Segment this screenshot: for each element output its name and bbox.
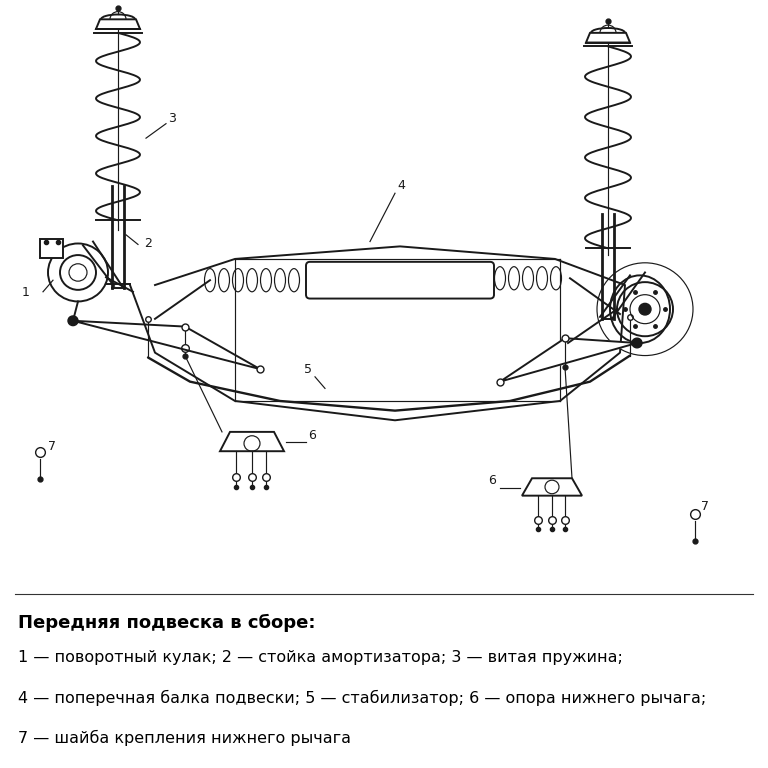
Text: 3: 3	[168, 111, 176, 124]
Text: 6: 6	[308, 429, 316, 442]
Text: 1 — поворотный кулак; 2 — стойка амортизатора; 3 — витая пружина;: 1 — поворотный кулак; 2 — стойка амортиз…	[18, 650, 623, 665]
Text: Передняя подвеска в сборе:: Передняя подвеска в сборе:	[18, 614, 316, 632]
Text: 7 — шайба крепления нижнего рычага: 7 — шайба крепления нижнего рычага	[18, 730, 351, 746]
Circle shape	[632, 338, 642, 348]
Polygon shape	[522, 478, 582, 495]
FancyBboxPatch shape	[306, 262, 494, 299]
Polygon shape	[586, 33, 630, 42]
Polygon shape	[130, 247, 625, 420]
Text: 2: 2	[144, 237, 152, 250]
Text: 5: 5	[304, 363, 312, 376]
Text: 7: 7	[701, 500, 709, 513]
Polygon shape	[73, 321, 260, 369]
Polygon shape	[96, 19, 140, 29]
Circle shape	[68, 316, 78, 326]
Circle shape	[639, 303, 651, 315]
Text: 1: 1	[22, 286, 30, 299]
Polygon shape	[40, 239, 63, 258]
Text: 7: 7	[48, 440, 56, 453]
Text: 4: 4	[397, 180, 405, 192]
Text: 4 — поперечная балка подвески; 5 — стабилизатор; 6 — опора нижнего рычага;: 4 — поперечная балка подвески; 5 — стаби…	[18, 690, 707, 707]
Text: 6: 6	[488, 474, 496, 487]
Polygon shape	[220, 432, 284, 452]
Polygon shape	[500, 338, 637, 382]
